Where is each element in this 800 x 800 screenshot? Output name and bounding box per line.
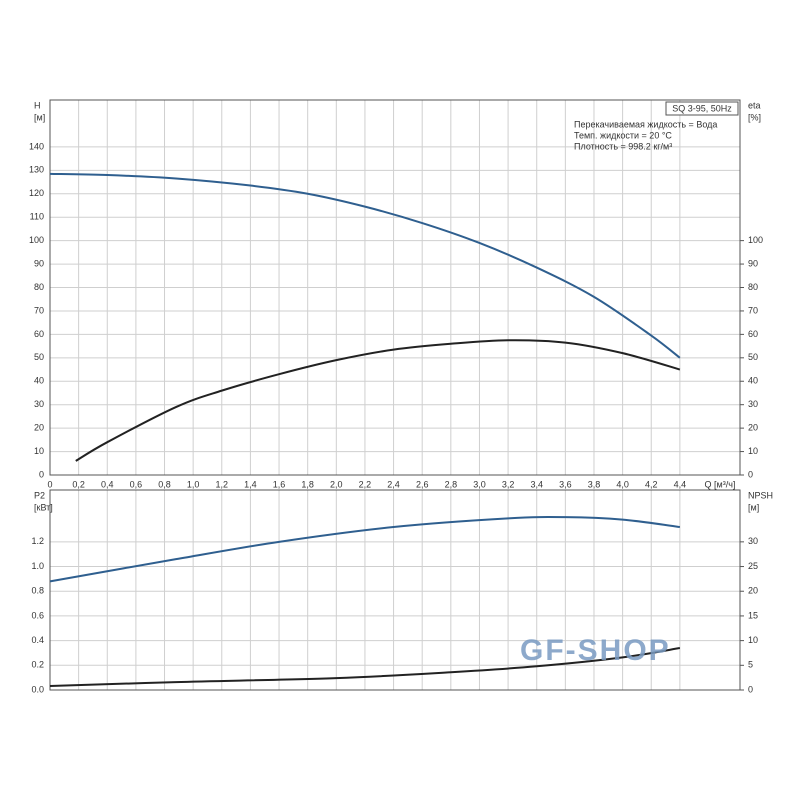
- x-tick-label: 1,0: [187, 479, 200, 489]
- y2-tick-label: 0: [748, 469, 753, 479]
- y2-tick-label: 30: [748, 399, 758, 409]
- y2-tick-label: 20: [748, 586, 758, 596]
- x-axis-label: Q [м³/ч]: [705, 479, 736, 489]
- x-tick-label: 3,2: [502, 479, 515, 489]
- y2-tick-label: 40: [748, 376, 758, 386]
- curve: [49, 172, 681, 359]
- curve: [75, 339, 681, 462]
- y-tick-label: 110: [30, 212, 44, 222]
- watermark: GF-SHOP: [520, 634, 671, 667]
- y-tick-label: 40: [34, 376, 44, 386]
- y2-tick-label: 70: [748, 305, 758, 315]
- x-tick-label: 4,2: [645, 479, 658, 489]
- y-tick-label: 120: [29, 188, 44, 198]
- y2-tick-label: 100: [748, 235, 763, 245]
- y-tick-label: 0.0: [31, 684, 44, 694]
- y-axis-label: [м]: [34, 112, 45, 122]
- y-tick-label: 30: [34, 399, 44, 409]
- y2-tick-label: 5: [748, 660, 753, 670]
- y-tick-label: 1.2: [31, 536, 44, 546]
- x-tick-label: 0,8: [158, 479, 171, 489]
- y2-tick-label: 60: [748, 329, 758, 339]
- x-tick-label: 3,8: [588, 479, 601, 489]
- y-tick-label: 100: [29, 235, 44, 245]
- annotation: Плотность = 998.2 кг/м³: [574, 141, 672, 151]
- y-tick-label: 0.8: [31, 586, 44, 596]
- x-tick-label: 4,4: [674, 479, 687, 489]
- y2-axis-label: eta: [748, 100, 761, 110]
- y2-tick-label: 10: [748, 635, 758, 645]
- x-tick-label: 1,8: [301, 479, 314, 489]
- y-tick-label: 90: [34, 258, 44, 268]
- y-tick-label: 20: [34, 423, 44, 433]
- y2-tick-label: 80: [748, 282, 758, 292]
- y2-tick-label: 0: [748, 684, 753, 694]
- x-tick-label: 2,8: [445, 479, 458, 489]
- y-tick-label: 70: [34, 305, 44, 315]
- y-axis-label: H: [34, 100, 41, 110]
- x-tick-label: 0,2: [72, 479, 85, 489]
- y2-tick-label: 50: [748, 352, 758, 362]
- y-tick-label: 130: [29, 165, 44, 175]
- x-tick-label: 2,6: [416, 479, 429, 489]
- x-tick-label: 0,4: [101, 479, 114, 489]
- y2-axis-label: [%]: [748, 112, 761, 122]
- y-tick-label: 0: [39, 469, 44, 479]
- x-tick-label: 3,0: [473, 479, 486, 489]
- x-tick-label: 1,2: [216, 479, 229, 489]
- y2-axis-label: [м]: [748, 502, 759, 512]
- annotation: Перекачиваемая жидкость = Вода: [574, 119, 717, 129]
- x-tick-label: 4,0: [616, 479, 629, 489]
- y-tick-label: 60: [34, 329, 44, 339]
- x-tick-label: 1,4: [244, 479, 257, 489]
- y-tick-label: 1.0: [31, 561, 44, 571]
- plot-frame: [49, 489, 741, 691]
- x-tick-label: 3,6: [559, 479, 572, 489]
- x-tick-label: 2,2: [359, 479, 372, 489]
- y2-tick-label: 90: [748, 258, 758, 268]
- x-tick-label: 2,4: [387, 479, 400, 489]
- x-tick-label: 1,6: [273, 479, 286, 489]
- x-tick-label: 3,4: [530, 479, 543, 489]
- y-axis-label: [кВт]: [34, 502, 53, 512]
- y2-tick-label: 25: [748, 561, 758, 571]
- curve: [49, 516, 681, 583]
- y2-tick-label: 10: [748, 446, 758, 456]
- y2-axis-label: NPSH: [748, 490, 773, 500]
- model-label: SQ 3-95, 50Hz: [672, 103, 732, 113]
- y-tick-label: 50: [34, 352, 44, 362]
- y-tick-label: 80: [34, 282, 44, 292]
- y-axis-label: P2: [34, 490, 45, 500]
- y2-tick-label: 20: [748, 423, 758, 433]
- curve: [49, 647, 681, 688]
- y-tick-label: 140: [29, 141, 44, 151]
- y-tick-label: 0.4: [31, 635, 44, 645]
- y-tick-label: 10: [34, 446, 44, 456]
- plot-frame: [49, 99, 741, 476]
- y2-tick-label: 15: [748, 610, 758, 620]
- model-box: [665, 101, 739, 116]
- x-tick-label: 2,0: [330, 479, 343, 489]
- y-tick-label: 0.2: [31, 660, 44, 670]
- annotation: Темп. жидкости = 20 °C: [574, 130, 672, 140]
- y-tick-label: 0.6: [31, 610, 44, 620]
- x-tick-label: 0: [47, 479, 52, 489]
- x-tick-label: 0,6: [130, 479, 143, 489]
- y2-tick-label: 30: [748, 536, 758, 546]
